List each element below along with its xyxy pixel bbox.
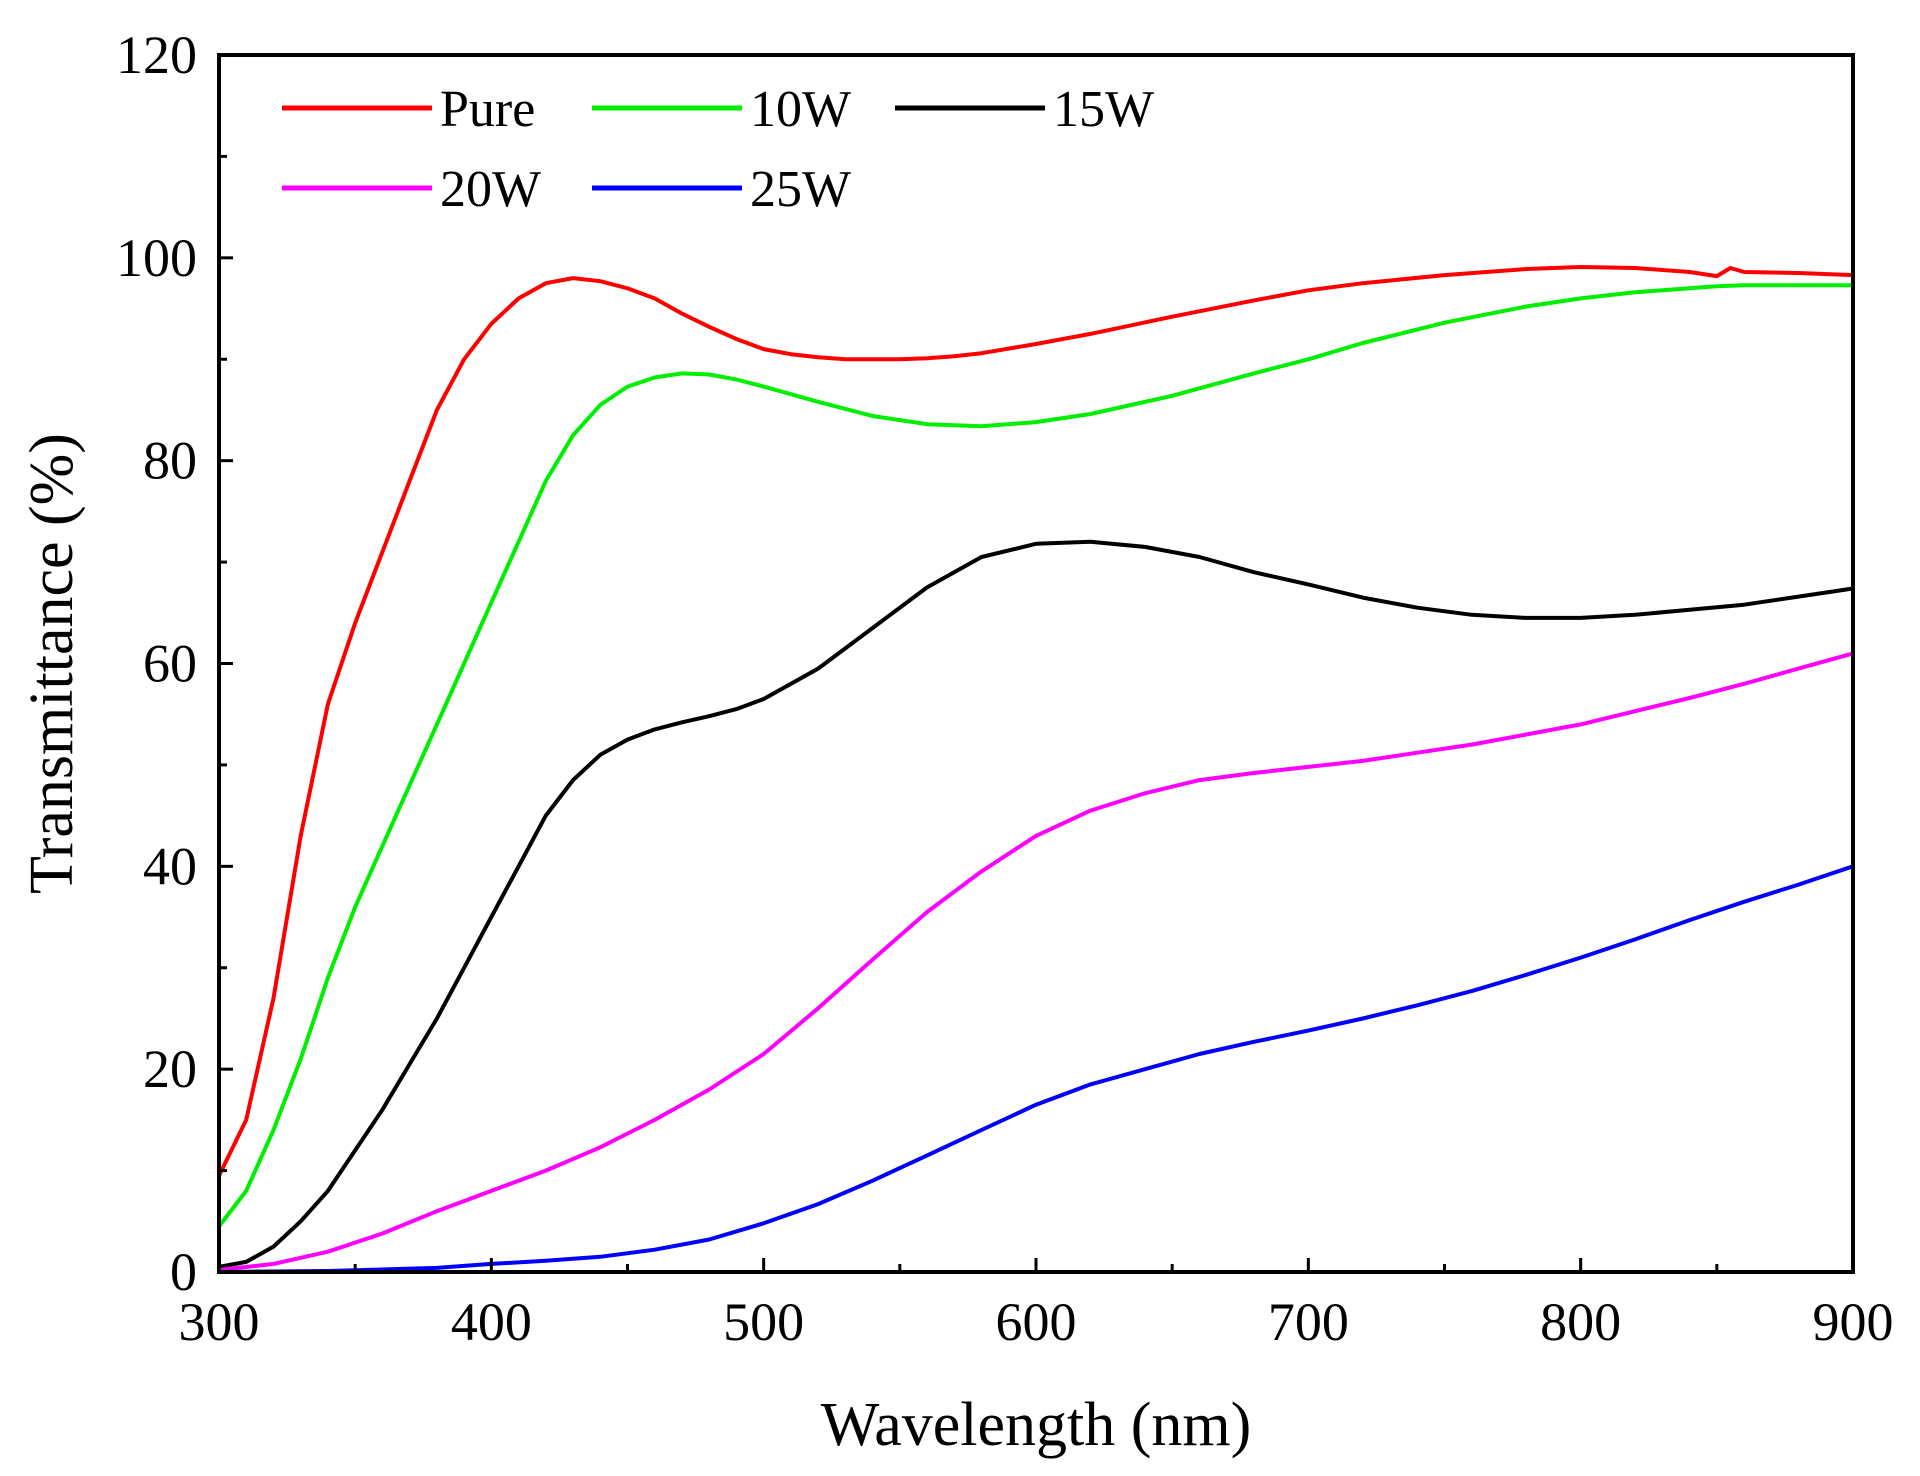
y-tick-label: 40	[143, 836, 197, 896]
y-axis: 0 20 40 60 80 100 120	[116, 25, 233, 1302]
y-tick-label: 80	[143, 431, 197, 491]
x-tick-label: 900	[1813, 1292, 1894, 1352]
series-line-20w	[217, 651, 1855, 1272]
x-tick-label: 400	[451, 1292, 532, 1352]
y-tick-label: 120	[116, 25, 197, 85]
series-line-pure	[217, 265, 1855, 1178]
legend: Pure 10W 15W 20W 25W	[282, 81, 1154, 218]
y-tick-label: 20	[143, 1039, 197, 1099]
y-tick-label: 100	[116, 228, 197, 288]
legend-label-25w: 25W	[750, 161, 851, 218]
x-tick-label: 300	[179, 1292, 260, 1352]
legend-label-10w: 10W	[750, 81, 851, 138]
x-tick-label: 800	[1540, 1292, 1621, 1352]
x-tick-label: 700	[1268, 1292, 1349, 1352]
y-tick-label: 60	[143, 634, 197, 694]
x-axis-title: Wavelength (nm)	[821, 1391, 1252, 1459]
series-line-15w	[217, 539, 1855, 1269]
legend-label-pure: Pure	[440, 81, 535, 138]
series-layer	[217, 265, 1855, 1274]
y-tick-label: 0	[170, 1242, 197, 1302]
legend-label-20w: 20W	[440, 161, 541, 218]
legend-label-15w: 15W	[1053, 81, 1154, 138]
y-axis-title: Transmittance (%)	[18, 433, 86, 894]
x-axis: 300 400 500 600 700 800 900	[179, 1258, 1894, 1352]
series-line-25w	[217, 864, 1855, 1274]
series-line-10w	[217, 283, 1855, 1229]
x-tick-label: 600	[996, 1292, 1077, 1352]
x-tick-label: 500	[723, 1292, 804, 1352]
